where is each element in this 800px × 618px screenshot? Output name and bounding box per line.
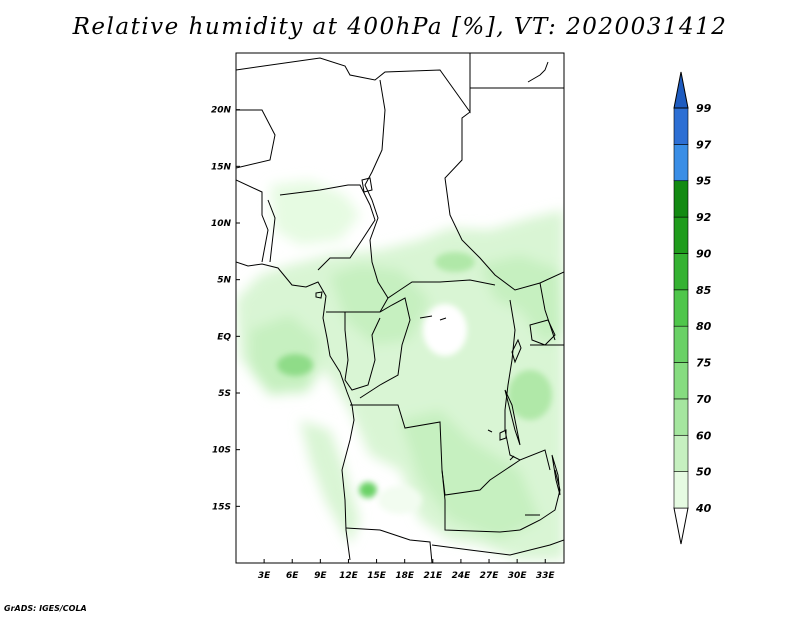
lon-tick-label: 9E	[314, 571, 327, 581]
lake-chad	[361, 177, 373, 193]
colorbar-segment	[673, 434, 689, 472]
coastline-west-africa	[236, 261, 355, 561]
chart-title: Relative humidity at 400hPa [%], VT: 202…	[72, 14, 728, 40]
border-congo-drc	[359, 297, 411, 399]
colorbar-segment	[673, 107, 689, 145]
border-nigeria	[279, 184, 376, 271]
colorbar-segment	[673, 180, 689, 218]
humidity-area-north	[270, 180, 360, 245]
colorbar-segment	[673, 398, 689, 436]
colorbar-level-label: 60	[696, 429, 712, 442]
colorbar-segment	[673, 325, 689, 363]
colorbar-level-label: 50	[696, 466, 712, 479]
border-mali-algeria	[236, 53, 471, 114]
humidity-area-central	[330, 265, 430, 345]
colorbar-segment	[673, 253, 689, 291]
border-drc-east	[504, 299, 551, 471]
crete-coast	[527, 61, 549, 83]
lat-tick-label: 10S	[212, 446, 231, 456]
plot-frame	[235, 52, 565, 564]
colorbar-level-label: 92	[696, 211, 712, 224]
humidity-core-cameroon	[435, 252, 475, 272]
colorbar-segment	[673, 471, 689, 509]
lat-tick-label: 15N	[211, 162, 232, 172]
colorbar-segment	[673, 362, 689, 400]
lake-malawi	[551, 454, 561, 496]
border-niger-chad	[364, 79, 386, 241]
humidity-field	[236, 180, 564, 560]
lon-tick-label: 18E	[395, 571, 415, 581]
lake-victoria	[529, 319, 556, 346]
humidity-area-east	[480, 255, 564, 345]
humidity-area-west	[250, 315, 320, 395]
lat-tick-label: 20N	[211, 106, 232, 116]
border-burkina-ghana	[236, 179, 269, 263]
colorbar-segment	[673, 289, 689, 327]
colorbar-level-label: 85	[696, 284, 712, 297]
colorbar-level-label: 95	[696, 175, 712, 188]
border-nigeria-benin	[267, 199, 276, 263]
colorbar-segment	[673, 216, 689, 254]
humidity-core-angola	[359, 482, 377, 498]
dry-pocket-congo	[423, 304, 467, 356]
latitude-axis: 20N 15N 10N 5N EQ 5S 10S 15S	[211, 106, 240, 512]
colorbar-level-label: 97	[696, 138, 712, 151]
small-lakes	[419, 315, 540, 516]
border-east-africa	[530, 282, 564, 346]
humidity-area-south	[400, 410, 540, 540]
lon-tick-label: 27E	[480, 571, 500, 581]
lon-tick-label: 21E	[423, 571, 443, 581]
lon-tick-label: 15E	[367, 571, 387, 581]
colorbar-level-label: 80	[696, 320, 712, 333]
lat-tick-label: 5N	[217, 276, 231, 286]
border-gabon-congo	[344, 312, 381, 391]
humidity-core-gulf	[277, 354, 313, 376]
border-angola-namibia	[345, 527, 433, 563]
border-chad-sudan	[444, 111, 564, 291]
lon-tick-label: 12E	[339, 571, 359, 581]
colorbar-level-label: 99	[696, 102, 712, 115]
colorbar-min-arrow	[673, 507, 689, 545]
lon-tick-label: 24E	[452, 571, 472, 581]
longitude-axis: 3E 6E 9E 12E 15E 18E 21E 24E 27E 30E 33E	[258, 559, 556, 581]
grads-credit: GrADS: IGES/COLA	[4, 604, 87, 613]
lat-tick-label: 10N	[211, 219, 232, 229]
border-south	[431, 539, 564, 556]
lake-albert	[511, 338, 522, 364]
lon-tick-label: 30E	[508, 571, 528, 581]
colorbar-level-label: 75	[696, 357, 712, 370]
colorbar-level-label: 40	[695, 502, 712, 515]
humidity-core-east	[508, 370, 552, 420]
colorbar-segment	[673, 144, 689, 182]
border-angola-zambia	[441, 469, 521, 533]
lake-tanganyika	[504, 389, 521, 446]
dry-pocket-angola	[378, 486, 422, 514]
lat-tick-label: EQ	[217, 332, 231, 342]
lake-mweru	[499, 429, 507, 441]
colorbar-max-arrow	[673, 71, 689, 109]
colorbar-level-label: 90	[696, 247, 712, 260]
lat-tick-label: 15S	[212, 502, 231, 512]
lon-tick-label: 3E	[258, 571, 271, 581]
colorbar-legend: 40 50 60 70 75 80 85 90 92 95 97 99	[673, 71, 712, 545]
lon-tick-label: 33E	[536, 571, 556, 581]
border-cameroon-car	[369, 239, 496, 299]
humidity-area-coast	[300, 420, 360, 545]
boundaries	[236, 53, 564, 563]
lon-tick-label: 6E	[286, 571, 299, 581]
border-cameroon-gabon	[326, 297, 389, 313]
colorbar-level-label: 70	[696, 393, 712, 406]
lat-tick-label: 5S	[218, 389, 231, 399]
bioko-island	[315, 291, 323, 299]
border-mali-niger	[236, 109, 276, 169]
